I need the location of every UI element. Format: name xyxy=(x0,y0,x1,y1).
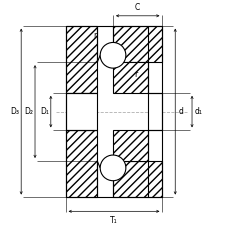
Circle shape xyxy=(100,42,125,68)
Bar xyxy=(147,93,162,130)
Text: r: r xyxy=(134,70,137,79)
Text: T₁: T₁ xyxy=(110,216,117,225)
Bar xyxy=(112,62,147,93)
Text: d: d xyxy=(177,107,182,116)
Bar xyxy=(65,26,97,93)
Text: D₃: D₃ xyxy=(10,107,19,116)
Text: C: C xyxy=(134,3,140,12)
Bar xyxy=(65,93,97,130)
Bar xyxy=(112,26,162,62)
Text: d₁: d₁ xyxy=(194,107,202,116)
Text: r: r xyxy=(93,31,96,40)
Text: D₁: D₁ xyxy=(40,107,49,116)
Bar xyxy=(97,26,112,197)
Circle shape xyxy=(100,155,125,181)
Text: D₂: D₂ xyxy=(24,107,33,116)
Bar xyxy=(112,130,147,161)
Bar xyxy=(65,130,97,197)
Bar xyxy=(112,161,162,197)
